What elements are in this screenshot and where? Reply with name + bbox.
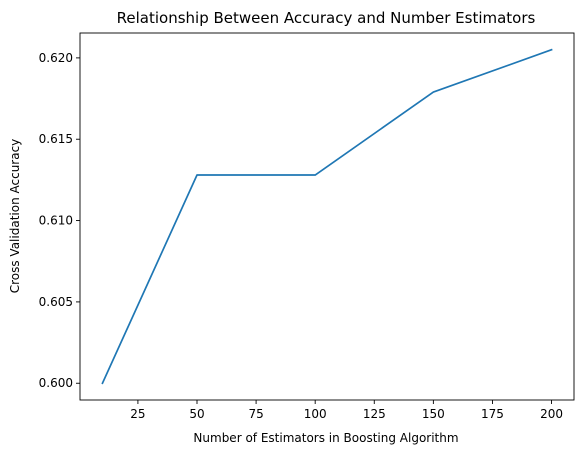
- x-axis-label: Number of Estimators in Boosting Algorit…: [193, 431, 458, 445]
- y-axis-label: Cross Validation Accuracy: [8, 139, 22, 294]
- x-tick-label: 175: [481, 407, 504, 421]
- y-tick-label: 0.600: [39, 376, 73, 390]
- x-axis-ticks: 25 50 75 100 125 150 175 200: [130, 400, 563, 421]
- x-tick-label: 200: [540, 407, 563, 421]
- y-tick-label: 0.615: [39, 132, 73, 146]
- x-tick-label: 25: [130, 407, 145, 421]
- y-tick-label: 0.610: [39, 214, 73, 228]
- y-tick-label: 0.620: [39, 51, 73, 65]
- y-axis-ticks: 0.600 0.605 0.610 0.615 0.620: [39, 51, 80, 390]
- axes-frame: [79, 32, 575, 401]
- series-group: [101, 48, 553, 385]
- plot-area: [80, 33, 574, 400]
- x-tick-label: 125: [363, 407, 386, 421]
- x-tick-label: 75: [248, 407, 263, 421]
- series-line: [101, 48, 553, 385]
- x-tick-label: 50: [189, 407, 204, 421]
- chart-title: Relationship Between Accuracy and Number…: [117, 9, 536, 27]
- x-tick-label: 100: [304, 407, 327, 421]
- y-tick-label: 0.605: [39, 295, 73, 309]
- x-tick-label: 150: [422, 407, 445, 421]
